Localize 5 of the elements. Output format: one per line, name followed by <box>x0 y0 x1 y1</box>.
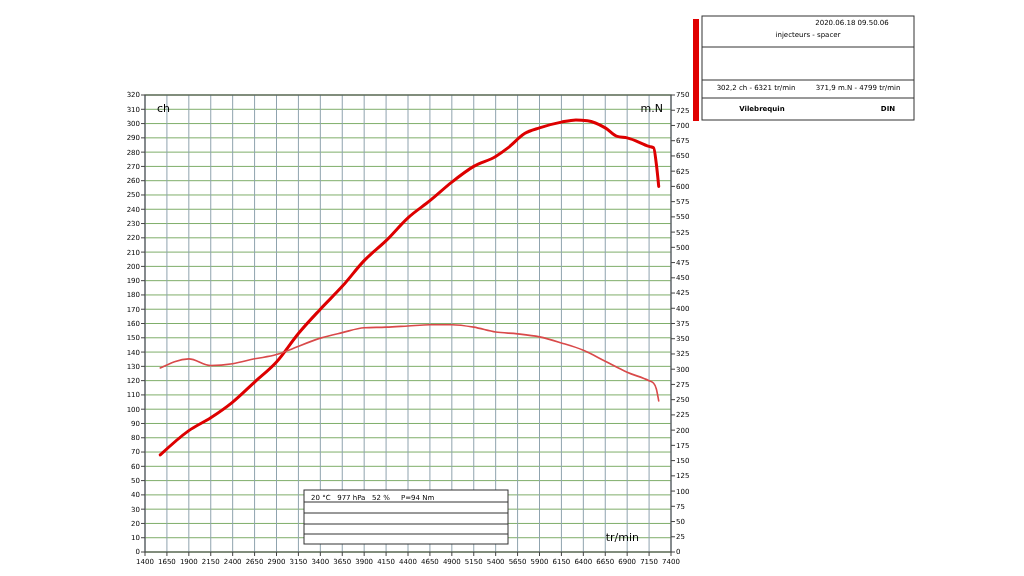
x-axis-title: tr/min <box>605 531 640 544</box>
y-axis-title: ch <box>157 102 171 115</box>
line-series <box>158 118 661 457</box>
y2-axis-title: m.N <box>640 102 663 115</box>
line-series <box>159 323 660 402</box>
